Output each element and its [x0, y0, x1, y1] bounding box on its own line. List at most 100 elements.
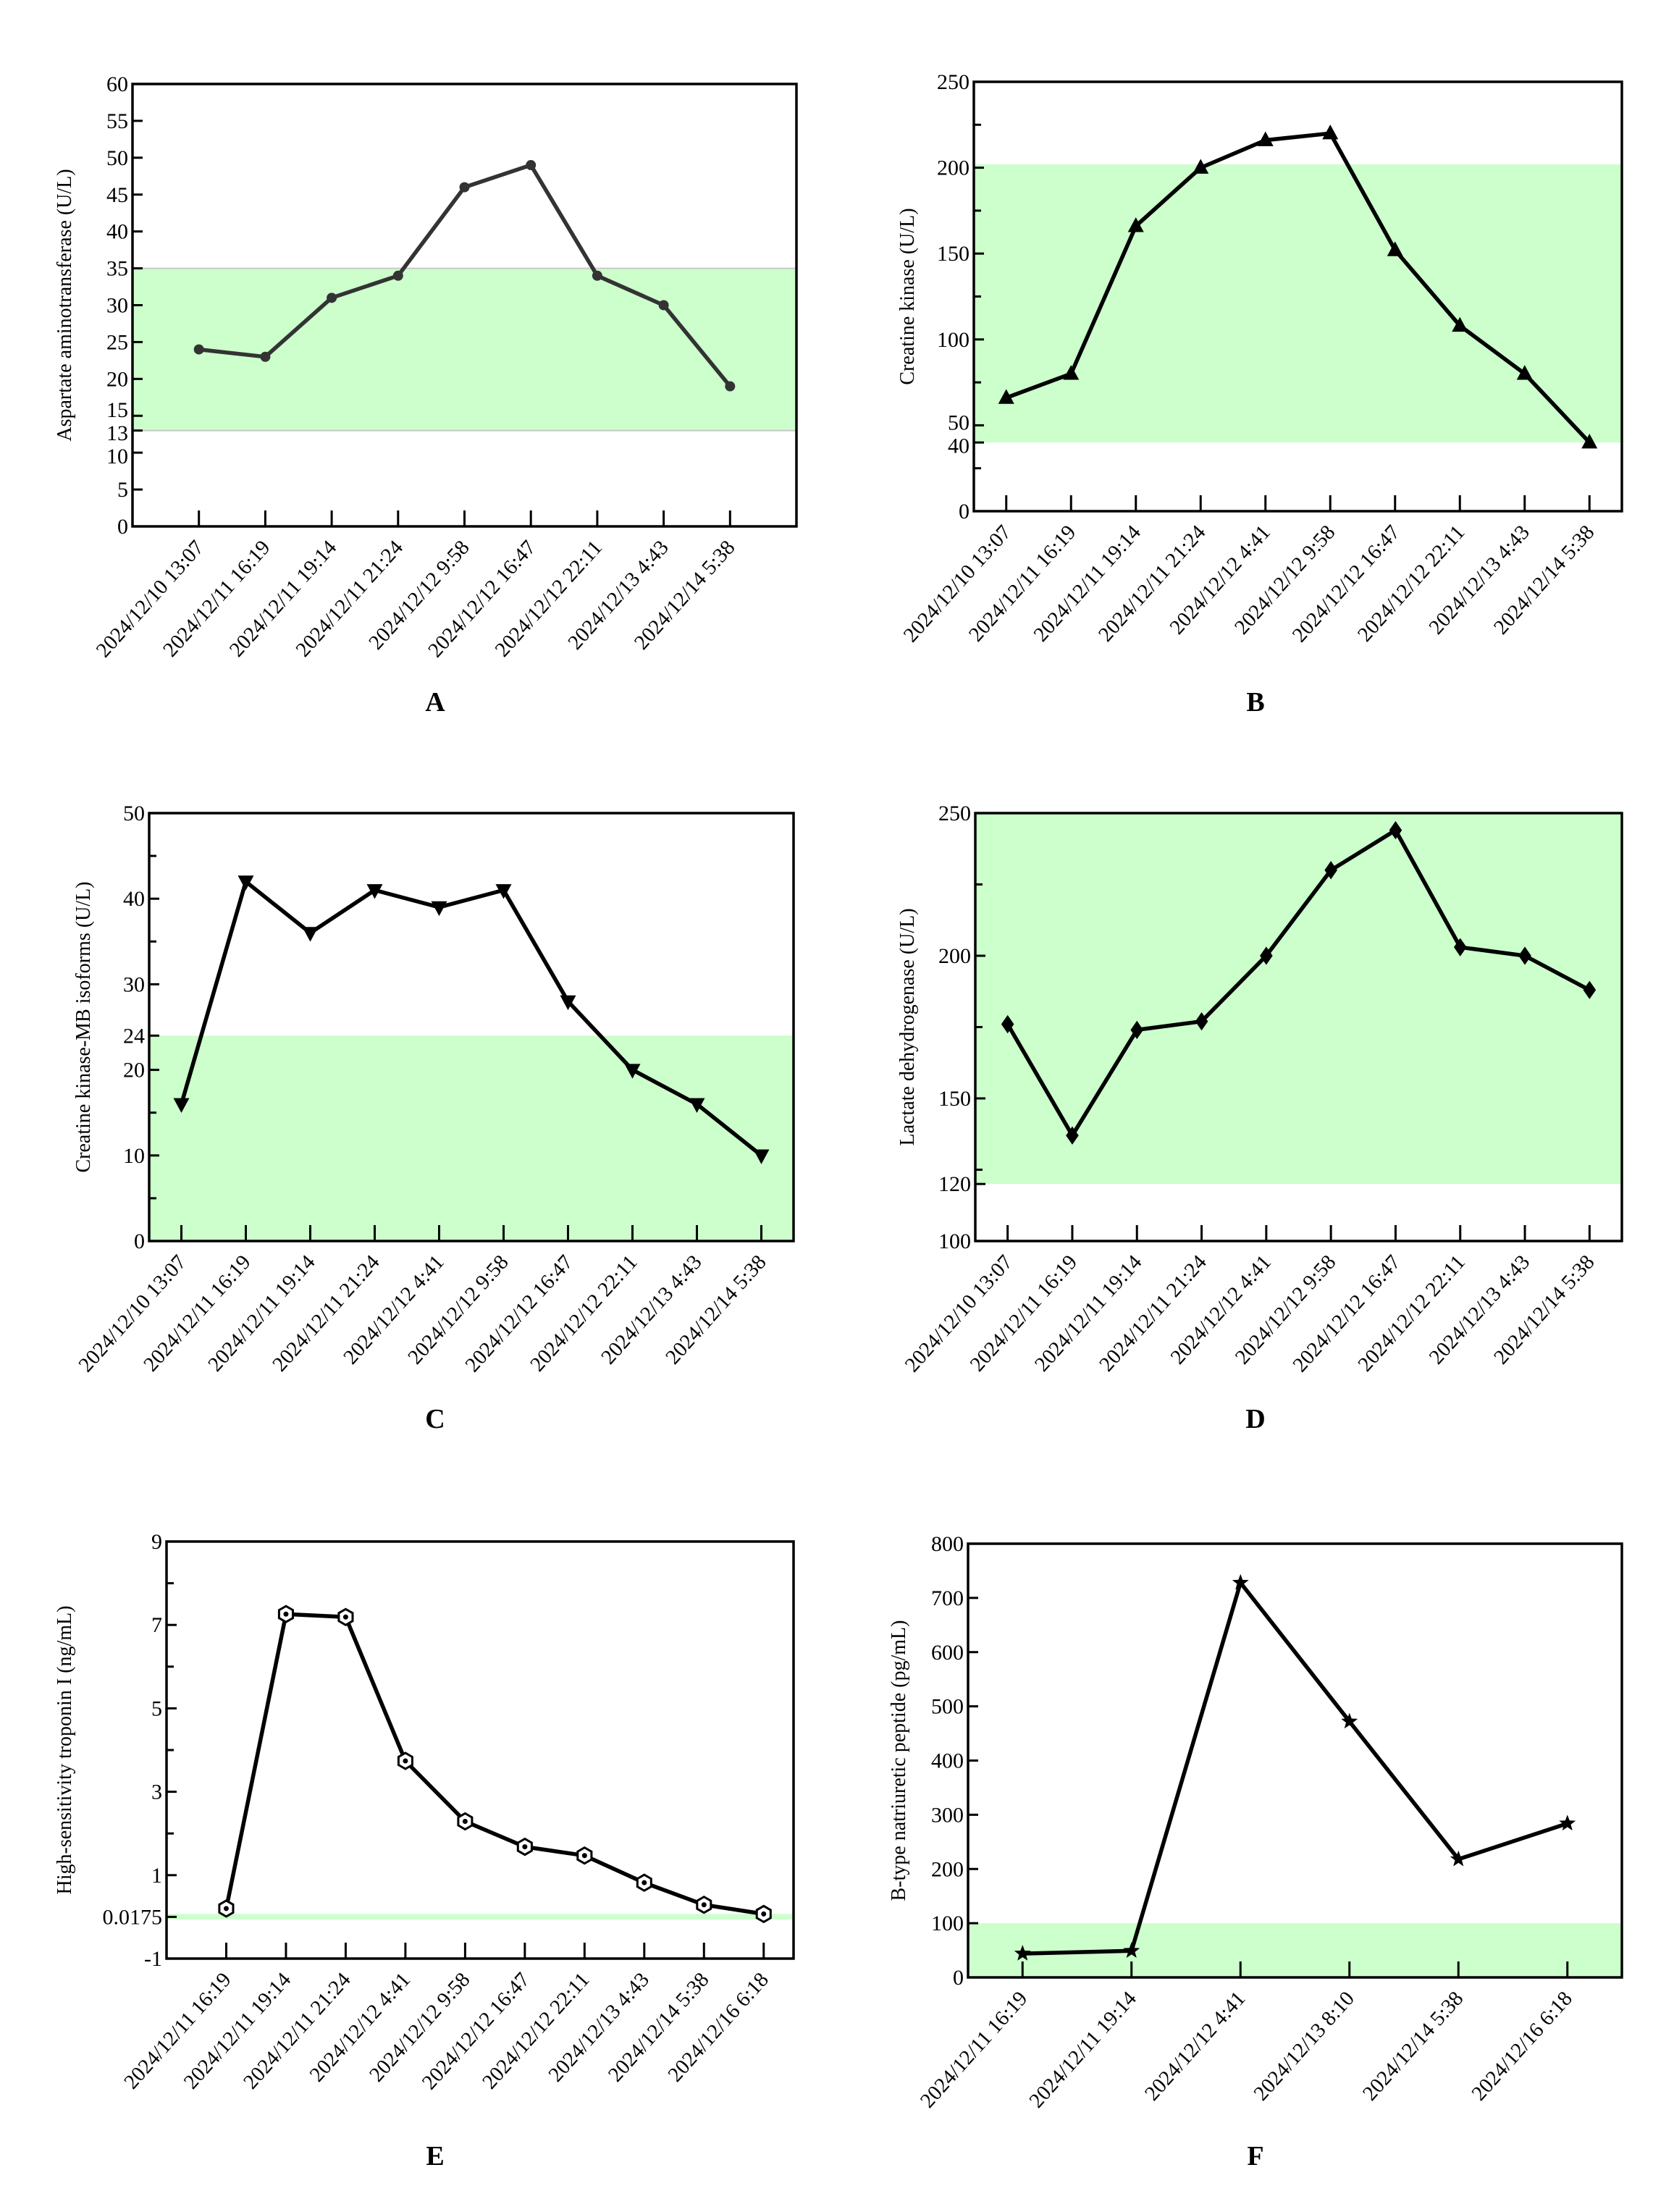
data-point-center [522, 1844, 528, 1850]
data-point [1232, 1573, 1249, 1590]
data-point-center [403, 1758, 408, 1764]
y-tick-label: 35 [106, 257, 128, 281]
data-point [1389, 820, 1402, 840]
y-tick-label: 40 [123, 887, 145, 911]
data-point [1387, 241, 1403, 256]
data-point [725, 381, 736, 392]
data-point [998, 389, 1014, 404]
y-tick-label: 600 [931, 1641, 964, 1665]
y-axis-title: Aspartate aminotransferase (U/L) [54, 169, 76, 441]
y-tick-label: 40 [106, 220, 128, 244]
plot-frame [165, 1540, 795, 1960]
y-tick-label: 250 [937, 70, 970, 94]
data-point [1257, 131, 1274, 146]
y-tick-label: 700 [931, 1586, 964, 1610]
data-point-center [462, 1818, 468, 1824]
y-axis-title: Lactate dehydrogenase (U/L) [896, 908, 919, 1145]
data-point [193, 344, 204, 355]
data-point [658, 300, 669, 311]
y-tick-label: 45 [106, 183, 128, 207]
y-tick-label: 55 [106, 109, 128, 133]
data-point [1583, 980, 1597, 999]
data-point [173, 1098, 190, 1113]
y-tick-label: 60 [106, 72, 128, 96]
data-point [1127, 217, 1144, 232]
data-point [1130, 1020, 1144, 1040]
data-point [1195, 1012, 1208, 1031]
data-point-center [223, 1906, 229, 1912]
data-point [1014, 1945, 1031, 1961]
data-point [624, 1064, 641, 1079]
data-point [495, 884, 512, 899]
panel-letter: D [1245, 1404, 1265, 1434]
y-tick-label: 1 [151, 1864, 162, 1888]
reference-range-band [167, 1914, 794, 1919]
y-tick-label: 20 [123, 1059, 145, 1082]
data-point [753, 1149, 770, 1164]
y-tick-label: 0 [117, 515, 128, 539]
y-tick-label: 150 [937, 242, 970, 266]
plot-frame [974, 812, 1623, 1242]
y-tick-label: 300 [931, 1803, 964, 1827]
data-point [689, 1098, 705, 1113]
data-point [1559, 1814, 1576, 1831]
data-point [1322, 125, 1339, 140]
data-point [560, 995, 576, 1011]
data-point [1324, 861, 1337, 880]
y-tick-label: 250 [938, 802, 971, 825]
panel-letter: B [1246, 687, 1264, 718]
data-point-center [642, 1880, 647, 1885]
y-tick-label: 50 [106, 146, 128, 170]
y-axis-title: Creatine kinase (U/L) [896, 208, 919, 384]
y-tick-label: 150 [938, 1087, 971, 1111]
series-line [1020, 1581, 1570, 1956]
data-point [1066, 1126, 1079, 1145]
data-point [459, 182, 470, 193]
y-tick-label: -1 [144, 1947, 162, 1971]
data-point [237, 875, 254, 891]
y-tick-label: 3 [151, 1780, 162, 1804]
reference-range-band [974, 164, 1622, 443]
y-tick-label: 5 [151, 1696, 162, 1720]
y-tick-label: 120 [938, 1172, 971, 1196]
data-point [592, 270, 602, 281]
y-tick-label: 50 [123, 802, 145, 825]
data-point-center [581, 1853, 587, 1859]
panel-letter: C [425, 1404, 445, 1434]
y-tick-label: 13 [106, 421, 128, 445]
data-point [1518, 946, 1531, 965]
reference-range-band [133, 268, 796, 431]
data-point [1453, 938, 1467, 956]
y-tick-label: 50 [948, 411, 970, 434]
y-tick-label: 20 [106, 367, 128, 391]
y-tick-label: 40 [948, 434, 970, 458]
y-tick-label: 100 [938, 1229, 971, 1253]
data-point-center [701, 1902, 707, 1908]
panel-letter: A [425, 687, 445, 718]
plot-frame [967, 1542, 1623, 1979]
y-tick-label: 25 [106, 330, 128, 354]
y-tick-label: 0 [134, 1229, 145, 1253]
y-tick-label: 500 [931, 1695, 964, 1719]
data-point [1581, 434, 1598, 449]
y-tick-label: 0 [959, 500, 970, 523]
y-tick-label: 9 [151, 1530, 162, 1554]
data-point-center [761, 1911, 767, 1917]
data-point [1516, 365, 1533, 380]
y-tick-label: 5 [117, 478, 128, 502]
plot-frame [148, 812, 795, 1242]
data-point [1123, 1942, 1140, 1958]
y-tick-label: 10 [123, 1144, 145, 1168]
data-point [526, 160, 537, 171]
y-tick-label: 400 [931, 1749, 964, 1773]
data-point [1063, 365, 1080, 380]
reference-range-band [968, 1923, 1622, 1977]
series-line [179, 879, 764, 1158]
series-line [1004, 131, 1592, 445]
y-tick-label: 200 [937, 156, 970, 180]
y-tick-label: 100 [931, 1912, 964, 1935]
y-tick-label: 800 [931, 1532, 964, 1556]
y-tick-label: 15 [106, 398, 128, 422]
panel-letter: E [426, 2141, 444, 2171]
data-point [392, 270, 403, 281]
